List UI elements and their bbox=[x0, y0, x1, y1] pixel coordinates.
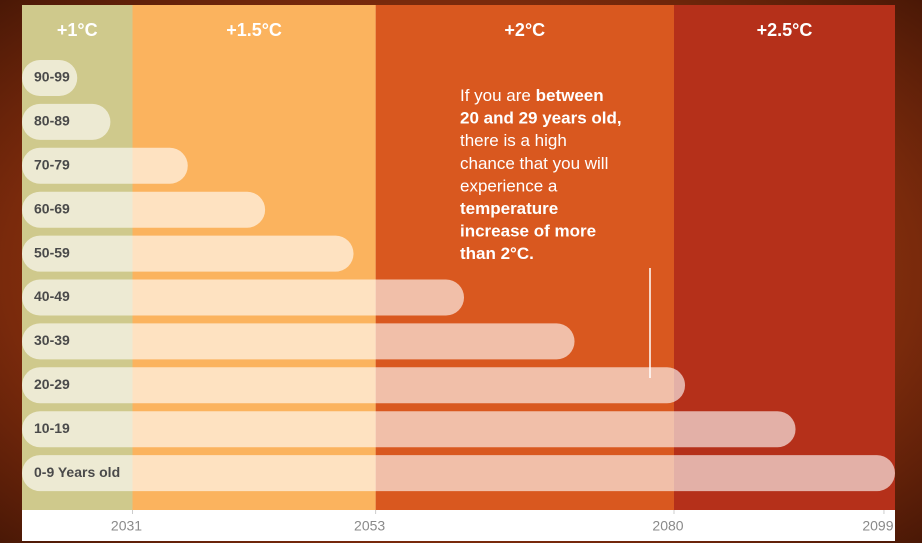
x-tick-label: 2080 bbox=[652, 518, 683, 534]
y-tick-label: 0-9 Years old bbox=[34, 464, 120, 480]
bar bbox=[22, 103, 111, 140]
bar bbox=[22, 455, 895, 492]
y-tick-label: 10-19 bbox=[34, 420, 70, 436]
annotation-line-text: than 2°C. bbox=[460, 245, 534, 264]
annotation-segment: chance that you will bbox=[460, 154, 608, 173]
bar bbox=[22, 367, 686, 404]
annotation-segment: there is a high bbox=[460, 132, 567, 151]
annotation-segment: If you are bbox=[460, 86, 536, 105]
y-tick-label: 20-29 bbox=[34, 376, 70, 392]
x-tick-label: 2099 bbox=[862, 518, 893, 534]
y-tick-label: 90-99 bbox=[34, 69, 70, 85]
annotation: If you are between 20 and 29 years old, th… bbox=[460, 86, 622, 263]
annotation-line-text: increase of more bbox=[460, 222, 596, 241]
annotation-line-text: experience a bbox=[460, 177, 558, 196]
y-tick-label: 70-79 bbox=[34, 157, 70, 173]
x-tick-label: 2031 bbox=[111, 518, 142, 534]
y-tick-label: 30-39 bbox=[34, 332, 70, 348]
annotation-segment: 20 and 29 years old, bbox=[460, 109, 622, 128]
bar bbox=[22, 60, 78, 96]
annotation-line-text: temperature bbox=[460, 199, 558, 218]
bar bbox=[22, 191, 266, 228]
band-label: +1.5°C bbox=[226, 20, 282, 40]
y-tick-label: 40-49 bbox=[34, 288, 70, 304]
bar bbox=[22, 147, 188, 184]
annotation-line-text: there is a high bbox=[460, 132, 567, 151]
band-label: +2°C bbox=[504, 20, 545, 40]
annotation-segment: between bbox=[536, 86, 604, 105]
x-tick-label: 2053 bbox=[354, 518, 385, 534]
annotation-line-text: 20 and 29 years old, bbox=[460, 109, 622, 128]
annotation-segment: experience a bbox=[460, 177, 558, 196]
y-tick-label: 60-69 bbox=[34, 200, 70, 216]
annotation-segment: than 2°C. bbox=[460, 245, 534, 264]
band-label: +2.5°C bbox=[757, 20, 813, 40]
y-tick-label: 80-89 bbox=[34, 113, 70, 129]
bar bbox=[22, 323, 575, 360]
band-label: +1°C bbox=[57, 20, 98, 40]
bar bbox=[22, 279, 465, 316]
annotation-line-text: If you are between bbox=[460, 86, 604, 105]
annotation-line-text: chance that you will bbox=[460, 154, 608, 173]
bar bbox=[22, 411, 796, 448]
annotation-segment: temperature bbox=[460, 199, 558, 218]
bar bbox=[22, 235, 354, 272]
annotation-segment: increase of more bbox=[460, 222, 596, 241]
bars: 90-99 80-89 70-79 60-69 50-59 40-49 30-39 20-29… bbox=[22, 60, 895, 492]
y-tick-label: 50-59 bbox=[34, 244, 70, 260]
